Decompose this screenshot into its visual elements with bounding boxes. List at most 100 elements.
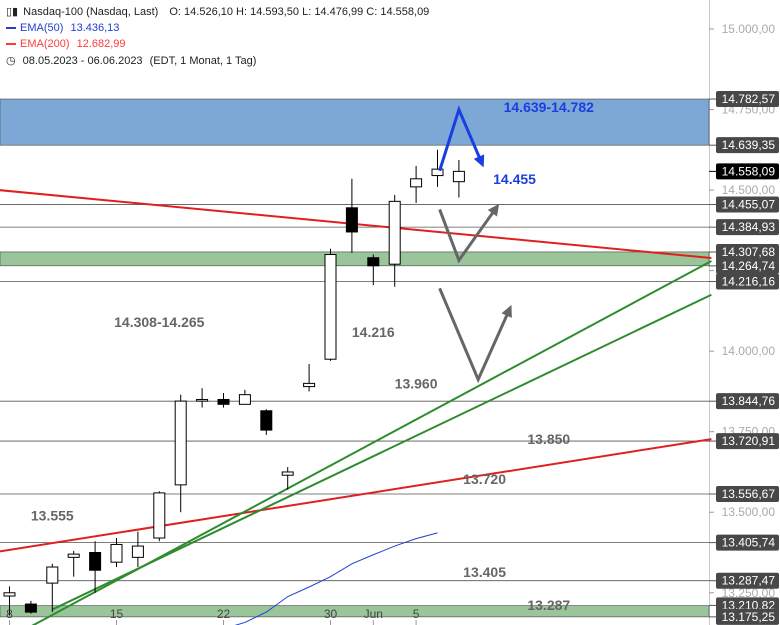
resistance-zone [0,98,710,146]
x-tick-label: 15 [110,607,124,621]
price-label: 14.639,35 [722,138,776,152]
price-label: 14.264,74 [722,259,776,273]
arrowhead [473,154,485,168]
price-label-box [716,91,779,108]
price-label-box [716,196,779,213]
candle [46,563,59,613]
clock-icon: ◷ [6,55,16,67]
chart-header-line: ▯▮ Nasdaq-100 (Nasdaq, Last) O: 14.526,1… [6,5,433,18]
candle-body [89,552,102,571]
price-label-box [716,244,779,261]
date-range: ◷ 08.05.2023 - 06.06.2023 (EDT, 1 Monat,… [6,54,260,67]
blue-projection-arrow [438,105,484,172]
candle-body [345,207,358,233]
candle [174,394,187,513]
candle [431,149,444,187]
candle [196,388,209,408]
price-label: 13.287,47 [722,574,776,588]
ema200-legend: EMA(200) 12.682,99 [6,38,130,50]
candle-body [410,178,423,188]
price-label: 14.216,16 [722,275,776,289]
price-label: 13.720,91 [722,434,776,448]
y-tick-label: 15.000,00 [722,22,776,36]
ema50-line [234,532,438,625]
candle [217,393,230,408]
candle [89,541,102,593]
candle-body [367,257,380,267]
candle [131,531,144,568]
candle [238,389,251,405]
green-trendline [31,260,712,625]
level-annotation: 13.720 [463,471,506,487]
candle [303,364,316,392]
ema50-label: EMA(50) [20,22,64,34]
candle [24,600,37,614]
price-label-box [716,608,779,625]
price-label: 14.384,93 [722,220,776,234]
chart-params: (EDT, 1 Monat, 1 Tag) [149,55,257,67]
level-annotation: 13.405 [463,564,506,580]
price-label-box [716,393,779,410]
date-range-text: 08.05.2023 - 06.06.2023 [22,55,143,67]
level-annotation: 13.960 [395,375,438,391]
level-annotation: 14.216 [352,324,395,340]
price-label: 14.307,68 [722,245,776,259]
price-label-box [716,137,779,154]
candle [324,248,337,361]
level-annotation: 14.639-14.782 [504,99,595,115]
candle-body [67,553,80,558]
candle [345,178,358,253]
candle-body [281,471,294,476]
price-label-box [716,433,779,450]
candle-body [24,603,37,613]
candlestick-icon: ▯▮ [6,6,19,18]
price-label-box [716,273,779,290]
price-label: 13.405,74 [722,536,776,550]
candle [3,586,16,616]
ema50-swatch [6,27,16,30]
x-tick-label: 30 [324,607,338,621]
arrowhead [501,304,512,318]
level-annotation: 13.287 [527,597,570,613]
candle-body [131,545,144,558]
candle-body [196,398,209,402]
y-tick-label: 14.500,00 [722,183,776,197]
ema200-label: EMA(200) [20,38,70,50]
ema200-swatch [6,43,16,46]
candle-body [217,398,230,405]
y-tick-label: 14.000,00 [722,344,776,358]
candle-body [260,410,273,431]
price-label: 14.782,57 [722,92,776,106]
candle-body [110,543,123,563]
candle-body [153,492,166,539]
candle [260,409,273,435]
x-tick-label: 22 [217,607,231,621]
level-annotation: 13.555 [31,507,74,523]
price-label-box [716,485,779,502]
level-annotation: 14.455 [493,171,536,187]
level-annotation: 13.850 [527,431,570,447]
arrowhead [487,203,500,217]
price-label-box [716,163,779,180]
candle-body [174,400,187,486]
candle [110,538,123,568]
green-trendline [51,293,712,611]
price-label-box [716,534,779,551]
candle [388,194,401,287]
candle-body [238,394,251,405]
price-label-box [716,257,779,274]
y-tick-label: 13.250,00 [722,586,776,600]
candle [153,491,166,542]
candle-body [388,200,401,265]
level-annotation: 14.308-14.265 [114,314,205,330]
ohlc-values: O: 14.526,10 H: 14.593,50 L: 14.476,99 C… [169,6,430,18]
price-label-box [716,219,779,236]
red-trendline [0,438,712,553]
support-zone [0,251,710,267]
instrument-name: Nasdaq-100 (Nasdaq, Last) [23,6,159,18]
x-tick-label: 5 [413,607,420,621]
x-tick-label: Jun [364,607,383,621]
candle-body [303,382,316,388]
candle-body [46,566,59,584]
